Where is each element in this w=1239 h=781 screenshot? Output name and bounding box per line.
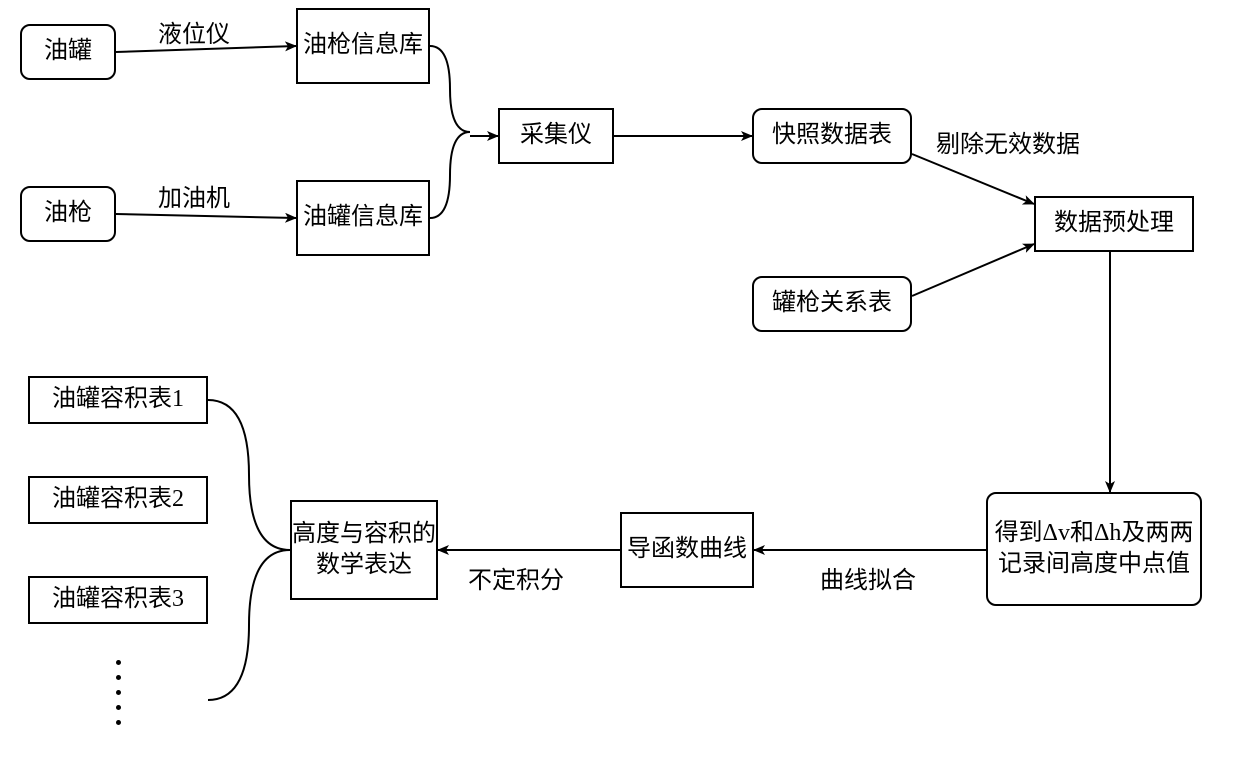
node-n_dvdh: 得到Δv和Δh及两两记录间高度中点值: [986, 492, 1202, 606]
node-n_vol2: 油罐容积表2: [28, 476, 208, 524]
edge-label-el_curvefit: 曲线拟合: [820, 560, 916, 595]
node-n_youqiang_info: 油枪信息库: [296, 8, 430, 84]
dot: [116, 690, 121, 695]
dot: [116, 675, 121, 680]
node-n_vol1: 油罐容积表1: [28, 376, 208, 424]
node-n_caiji: 采集仪: [498, 108, 614, 164]
node-n_math: 高度与容积的数学表达: [290, 500, 438, 600]
node-n_relation: 罐枪关系表: [752, 276, 912, 332]
edge-5: [912, 244, 1034, 296]
edge-1: [116, 214, 296, 218]
node-n_yougan_info: 油罐信息库: [296, 180, 430, 256]
bracket-bracket2: [208, 400, 290, 700]
bracket-bracket1: [430, 46, 470, 218]
dot: [116, 705, 121, 710]
edge-label-el_remove: 剔除无效数据: [936, 124, 1080, 159]
edge-label-el_liquid: 液位仪: [158, 14, 230, 49]
dot: [116, 720, 121, 725]
dot: [116, 660, 121, 665]
node-n_youqiang: 油枪: [20, 186, 116, 242]
node-n_preprocess: 数据预处理: [1034, 196, 1194, 252]
edge-4: [912, 154, 1034, 204]
node-n_deriv: 导函数曲线: [620, 512, 754, 588]
ellipsis-dots: [116, 660, 121, 725]
node-n_yougan: 油罐: [20, 24, 116, 80]
edge-label-el_integral: 不定积分: [468, 560, 564, 595]
node-n_snapshot: 快照数据表: [752, 108, 912, 164]
edge-label-el_dispense: 加油机: [158, 178, 230, 213]
node-n_vol3: 油罐容积表3: [28, 576, 208, 624]
